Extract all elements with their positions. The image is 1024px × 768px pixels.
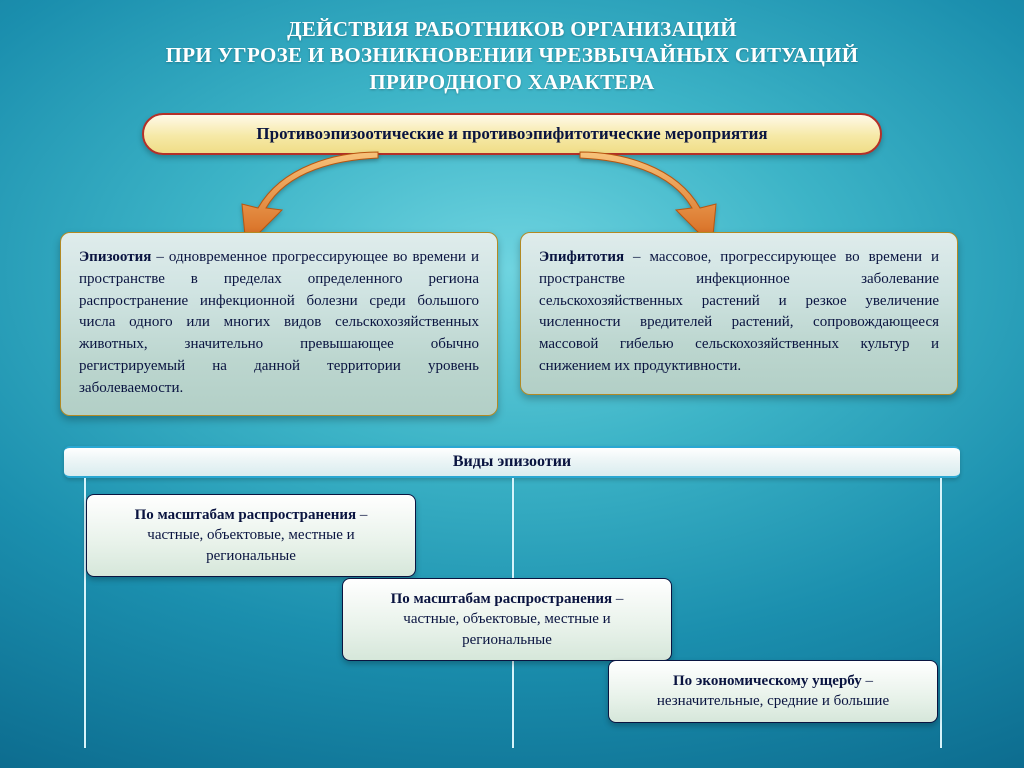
category-1-head: По масштабам распространения (135, 507, 357, 523)
term-epifitotia: Эпифитотия (539, 249, 624, 265)
definition-box-epifitotia: Эпифитотия – массовое, прогрессирующее в… (520, 232, 958, 395)
types-bar: Виды эпизоотии (64, 446, 960, 478)
body-epizootia: – одновременное прогрессирующее во време… (79, 249, 479, 396)
title-line-1: ДЕЙСТВИЯ РАБОТНИКОВ ОРГАНИЗАЦИЙ (287, 17, 737, 41)
topic-pill: Противоэпизоотические и противоэпифитоти… (142, 113, 882, 155)
title-line-2: ПРИ УГРОЗЕ И ВОЗНИКНОВЕНИИ ЧРЕЗВЫЧАЙНЫХ … (166, 43, 859, 67)
topic-pill-label: Противоэпизоотические и противоэпифитоти… (256, 124, 767, 144)
slide-title: ДЕЙСТВИЯ РАБОТНИКОВ ОРГАНИЗАЦИЙ ПРИ УГРО… (0, 0, 1024, 109)
category-box-1: По масштабам распространения – частные, … (86, 494, 416, 577)
category-box-3: По экономическому ущербу – незначительны… (608, 660, 938, 723)
body-epifitotia: – массовое, прогрессирующее во времени и… (539, 249, 939, 374)
title-line-3: ПРИРОДНОГО ХАРАКТЕРА (369, 70, 654, 94)
category-3-head: По экономическому ущербу (673, 673, 862, 689)
connector-line-right (940, 478, 942, 748)
category-2-head: По масштабам распространения (391, 591, 613, 607)
category-box-2: По масштабам распространения – частные, … (342, 578, 672, 661)
types-bar-label: Виды эпизоотии (453, 453, 571, 471)
definition-box-epizootia: Эпизоотия – одновременное прогрессирующе… (60, 232, 498, 416)
term-epizootia: Эпизоотия (79, 249, 151, 265)
